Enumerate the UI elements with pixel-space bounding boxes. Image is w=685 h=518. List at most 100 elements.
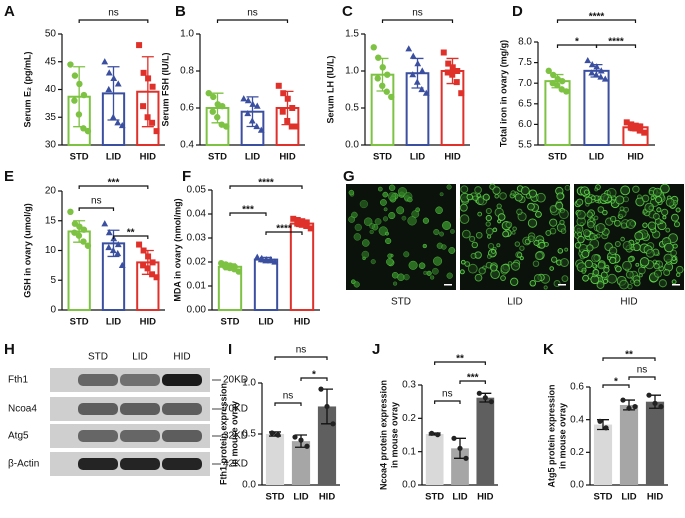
cell: [630, 279, 635, 284]
panel-letter: H: [4, 341, 15, 358]
data-point: [597, 418, 603, 424]
x-tick-label: STD: [70, 317, 89, 328]
cell: [442, 221, 451, 230]
scale-bar: [672, 284, 680, 286]
size-label: 20KD: [223, 375, 248, 386]
cell: [471, 241, 478, 249]
cell: [623, 196, 629, 203]
data-point: [284, 117, 291, 124]
cell: [441, 244, 447, 250]
data-point: [463, 455, 469, 461]
cell: [370, 259, 376, 265]
x-tick-label: STD: [373, 152, 392, 163]
data-point: [76, 223, 83, 230]
y-tick-label: 10: [45, 245, 57, 256]
y-tick-label: 0.00: [187, 305, 207, 316]
cell: [577, 235, 585, 244]
cell: [534, 251, 544, 261]
cell: [665, 197, 675, 207]
y-tick-label: 1.0: [345, 66, 359, 77]
x-tick-label: HID: [279, 152, 296, 163]
cell: [527, 235, 535, 243]
cell: [635, 262, 640, 267]
y-axis-label: GSH in ovary (umol/g): [22, 203, 32, 298]
band: [162, 374, 202, 386]
data-point: [374, 75, 381, 82]
data-point: [235, 268, 242, 275]
cell: [382, 216, 389, 222]
data-point: [445, 60, 452, 67]
x-tick-label: HID: [647, 492, 664, 503]
cell: [646, 248, 655, 258]
data-point: [80, 91, 88, 99]
cell: [359, 199, 368, 209]
bar: [317, 406, 337, 485]
y-tick-label: 30: [45, 140, 57, 151]
data-point: [153, 128, 160, 135]
band: [120, 374, 160, 386]
data-point: [144, 114, 151, 121]
data-point: [476, 390, 482, 396]
data-point: [136, 42, 143, 49]
x-tick-label: HID: [140, 152, 157, 163]
data-point: [413, 78, 421, 85]
cell: [492, 227, 498, 233]
cell: [396, 206, 405, 215]
panel-letter: C: [342, 3, 353, 20]
data-point: [632, 125, 639, 132]
y-tick-label: 6.0: [518, 119, 532, 130]
data-point: [482, 395, 488, 401]
scale-bar: [558, 284, 566, 286]
x-tick-label: STD: [221, 317, 240, 328]
cell: [607, 273, 617, 284]
y-axis-label: Atg5 protein expression: [546, 384, 556, 487]
cell: [505, 221, 513, 229]
cell: [415, 207, 420, 213]
data-point: [307, 225, 314, 232]
data-point: [299, 218, 306, 225]
significance-bracket: [78, 185, 149, 189]
data-point: [101, 220, 109, 227]
cell: [433, 228, 440, 236]
x-tick-label: LID: [589, 152, 604, 163]
band: [78, 430, 118, 442]
y-axis-label: in mouse ovray: [557, 403, 567, 469]
significance-bracket: [381, 19, 454, 23]
y-tick-label: 0.8: [180, 66, 194, 77]
y-tick-label: 5.5: [518, 140, 532, 151]
cell: [439, 231, 445, 237]
cell: [529, 280, 537, 287]
cell: [383, 207, 388, 212]
y-tick-label: 0.1: [402, 446, 416, 457]
cell: [380, 199, 387, 206]
y-tick-label: 0.5: [242, 429, 256, 440]
cell: [633, 279, 641, 287]
cell: [377, 186, 383, 192]
data-point: [449, 71, 456, 78]
cell: [597, 261, 606, 270]
data-point: [641, 129, 648, 136]
cell: [596, 281, 605, 289]
band: [162, 458, 202, 470]
cell: [586, 244, 594, 252]
data-point: [451, 435, 457, 441]
data-point: [149, 119, 156, 126]
data-point: [628, 121, 635, 128]
cell: [497, 213, 506, 221]
significance-label: ****: [276, 224, 292, 235]
x-tick-label: STD: [266, 492, 285, 503]
significance-bracket: [78, 19, 149, 23]
y-tick-label: 0.0: [570, 480, 584, 491]
cell: [653, 263, 660, 270]
significance-label: ****: [589, 12, 605, 23]
data-point: [488, 399, 494, 405]
cell: [642, 222, 648, 228]
cell: [528, 189, 537, 198]
cell: [660, 183, 670, 194]
band: [162, 403, 202, 415]
data-point: [266, 257, 274, 264]
band: [120, 403, 160, 415]
data-point: [262, 257, 270, 264]
data-point: [249, 100, 257, 107]
lane-label: HID: [173, 352, 190, 363]
